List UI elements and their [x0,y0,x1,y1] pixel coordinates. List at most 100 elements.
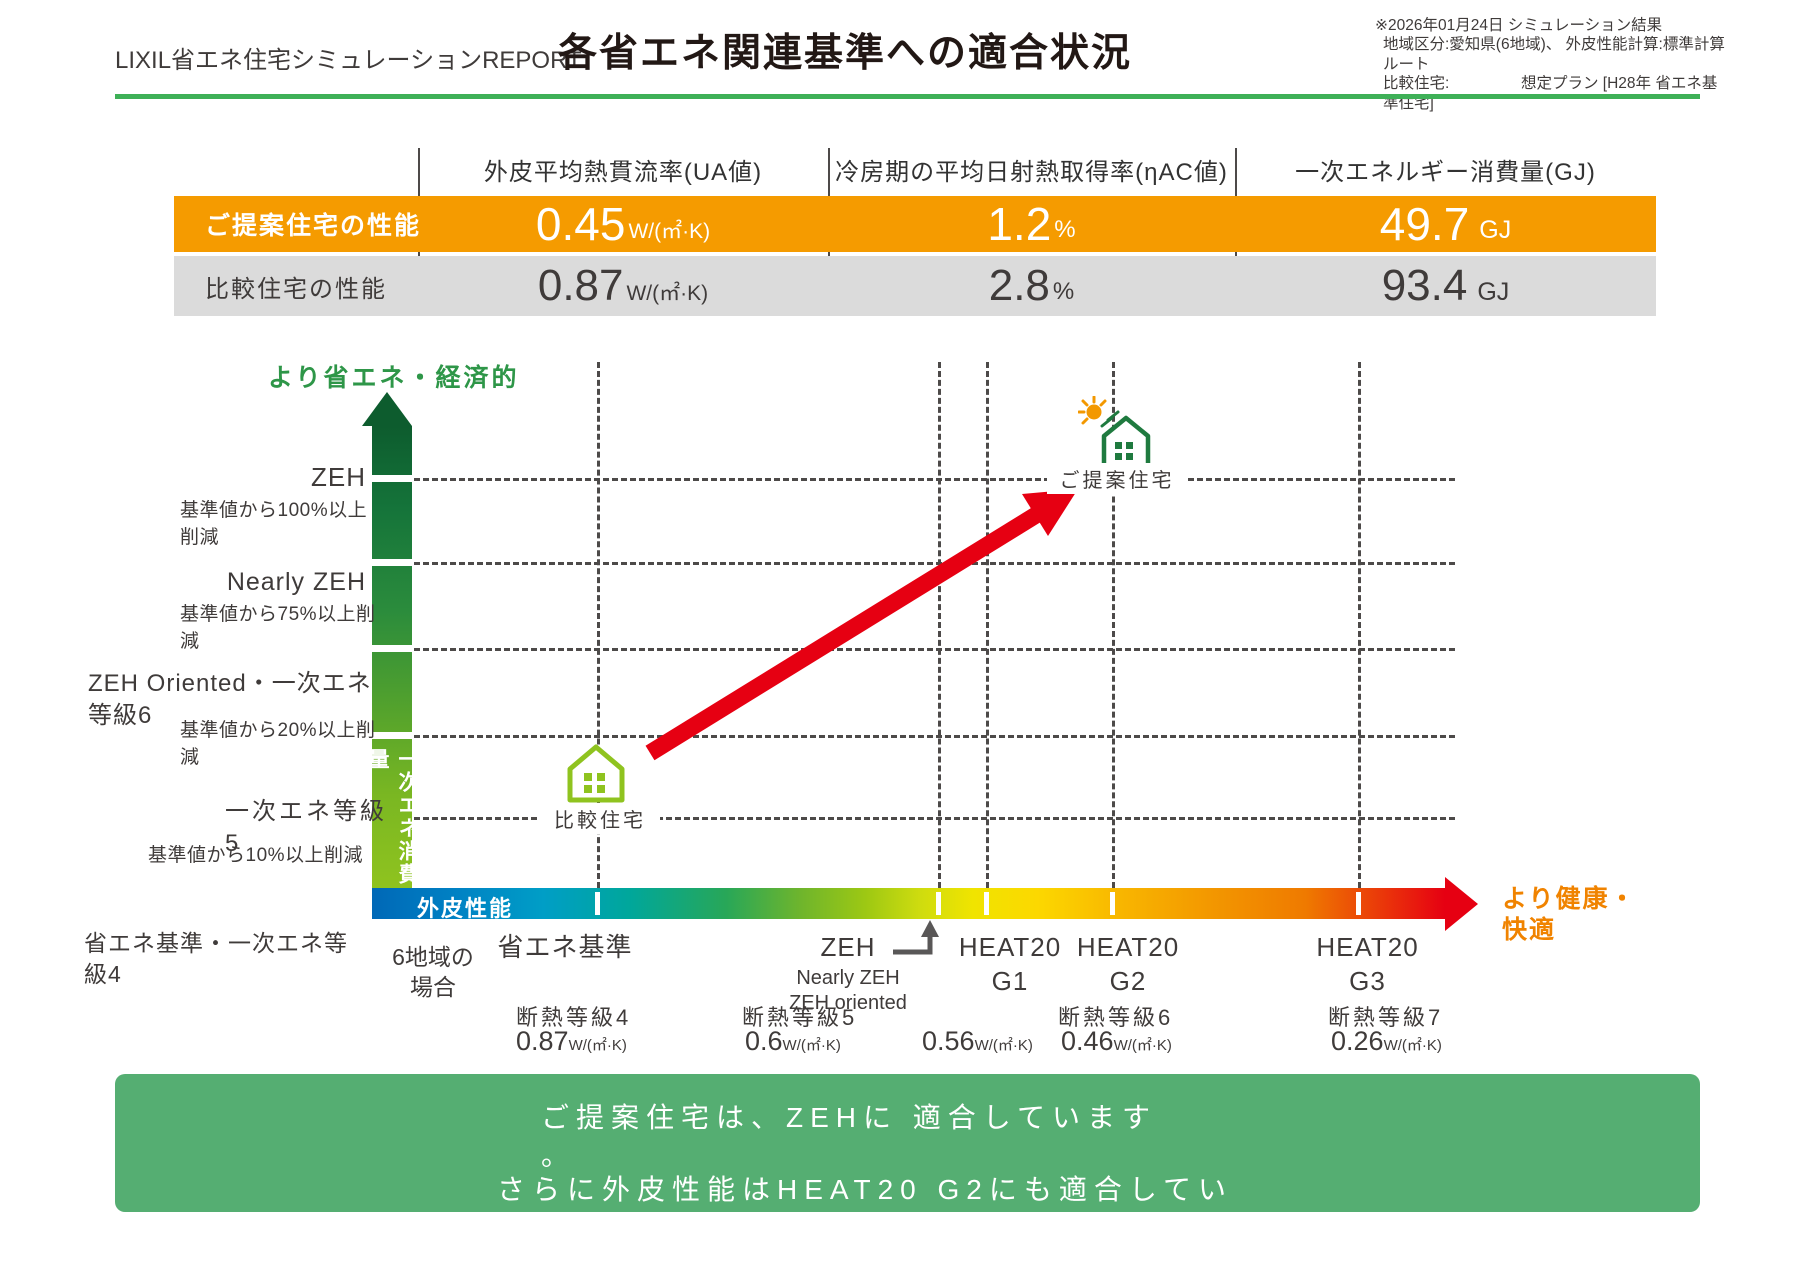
page-title: 各省エネ関連基準への適合状況 [558,32,1133,75]
banner-line-1: ご提案住宅は、ZEHに 適合しています [541,1102,1157,1133]
y-tick-grade6 [372,645,412,652]
ua-value-g3: 0.26W/(㎡·K) [1331,1026,1442,1057]
y-axis-gradient-bar [372,426,412,888]
heat20-label: HEAT20 [1316,932,1419,962]
insulation-grade-5: 断熱等級5 [742,1005,858,1030]
col-header-ua: 外皮平均熱貫流率(UA値) [483,159,763,186]
y-tick-zeh [372,475,412,482]
compare-house-info-label: 比較住宅: [1383,75,1450,93]
row-label: ご提案住宅の性能 [205,212,422,240]
ua-value: 0.45 [535,198,626,250]
y-level-zeh-oriented: ZEH Oriented・一次エネ等級6 [88,670,372,730]
y-level-nearly-zeh: Nearly ZEH [226,568,366,596]
x-tick-g1 [984,892,989,915]
energy-value: 49.7 [1379,198,1470,250]
table-row-comparison: 比較住宅の性能 0.87 W/(㎡·K) 2.8% 93.4 GJ [174,256,1656,316]
gridline-h-nearly-zeh [414,562,1455,565]
y-level-grade5: 一次エネ等級5 [225,798,387,858]
x-category-heat20-g3: HEAT20 G3 [1305,931,1430,999]
eta-unit: % [1052,278,1075,305]
banner-line-2: 。 [541,1140,577,1171]
gridline-h-grade6 [414,648,1455,651]
region-info: 地域区分:愛知県(6地域)、 外皮性能計算:標準計算ルート [1383,36,1725,73]
banner-line-4: ます [497,1204,567,1212]
comparison-house-label: 比較住宅 [540,803,660,834]
simulation-date-note: ※2026年01月24日 シミュレーション結果 [1375,17,1663,34]
ua-unit: W/(㎡·K) [628,220,711,243]
ua-number: 0.26 [1331,1026,1384,1056]
eta-value: 2.8 [988,261,1050,310]
ua-number: 0.6 [745,1026,783,1056]
eta-value: 1.2 [987,198,1052,250]
x-axis-bar-label: 外皮性能 [417,896,514,921]
ua-number: 0.46 [1061,1026,1114,1056]
g1-label: G1 [991,965,1029,996]
g2-label: G2 [1109,965,1147,996]
y-level-zeh: ZEH [311,462,366,492]
zeh-pointer-arrow-head [921,920,939,937]
gridline-h-zeh [414,478,1455,481]
house-sun-icon [1077,395,1151,471]
ua-value-cell: 0.87 W/(㎡·K) [418,256,828,316]
x-axis-direction-label: より健康・快適 [1502,885,1637,945]
ua-value-g1: 0.56W/(㎡·K) [922,1026,1033,1057]
report-label: LIXIL省エネ住宅シミュレーションREPORT [115,47,582,74]
comparison-house-icon [563,742,629,809]
energy-unit: GJ [1479,215,1512,244]
gridline-v-g1 [986,362,989,888]
gridline-v-g2 [1112,362,1115,888]
y-level-base: 省エネ基準・一次エネ等級4 [84,930,348,988]
energy-value-cell: 93.4 GJ [1235,256,1656,316]
ua-unit: W/(㎡·K) [1383,1037,1442,1054]
col-header-energy: 一次エネルギー消費量(GJ) [1295,159,1596,186]
x-category-zeh-alt: Nearly ZEH ZEH oriented [763,966,933,1016]
y-level-zeh-oriented-desc: 基準値から20%以上削減 [180,720,376,768]
x-category-heat20-g2: HEAT20 G2 [1068,931,1188,999]
gridline-v-shoene [597,362,600,888]
gridline-v-g3 [1358,362,1361,888]
compare-house-info: 比較住宅: 想定プラン [H28年 省エネ基準住宅] [1375,74,1727,113]
energy-value-cell: 49.7 GJ [1235,196,1656,252]
x-axis-arrow-head [1445,877,1478,931]
ua-unit: W/(㎡·K) [568,1037,627,1054]
ua-value-cell: 0.45 W/(㎡·K) [418,196,828,252]
ua-number: 0.56 [922,1026,975,1056]
eta-unit: % [1054,216,1076,243]
ua-unit: W/(㎡·K) [626,282,709,305]
x-tick-g2 [1110,892,1115,915]
ua-value: 0.87 [537,261,624,310]
house-icon [567,744,625,803]
result-banner: ご提案住宅は、ZEHに 適合しています 。 さらに外皮性能はHEAT20 G2に… [115,1074,1700,1212]
improvement-arrow-head [1022,489,1078,536]
header-divider [115,94,1700,99]
col-header-eta: 冷房期の平均日射熱取得率(ηAC値) [835,159,1228,186]
banner-line-3: さらに外皮性能はHEAT20 G2にも適合してい [497,1174,1234,1205]
y-axis-direction-label: より省エネ・経済的 [268,364,520,392]
gridline-h-base [414,817,1455,820]
region-case-note: 6地域の場合 [392,944,474,1000]
insulation-grade-6: 断熱等級6 [1058,1005,1174,1030]
g3-label: G3 [1349,965,1386,996]
ua-value-grade4: 0.87W/(㎡·K) [516,1026,627,1057]
energy-unit: GJ [1477,277,1510,306]
y-tick-nearly-zeh [372,559,412,566]
x-category-shoene: 省エネ基準 [497,932,633,962]
table-row-proposal: ご提案住宅の性能 0.45 W/(㎡·K) 1.2% 49.7 GJ [174,196,1656,252]
x-tick-shoene [595,892,600,915]
ua-unit: W/(㎡·K) [974,1037,1033,1054]
x-tick-zeh [936,892,941,915]
insulation-grade-7: 断熱等級7 [1328,1005,1444,1030]
nearly-zeh-label: Nearly ZEH [796,967,900,989]
row-label: 比較住宅の性能 [205,275,387,303]
y-tick-grade5 [372,732,412,739]
eta-value-cell: 1.2% [828,196,1235,252]
y-level-nearly-zeh-desc: 基準値から75%以上削減 [180,604,376,652]
ua-unit: W/(㎡·K) [1113,1037,1172,1054]
x-category-zeh: ZEH [820,932,876,962]
simulation-meta: ※2026年01月24日 シミュレーション結果 地域区分:愛知県(6地域)、 外… [1375,16,1727,113]
x-category-heat20-g1: HEAT20 G1 [950,931,1070,999]
y-level-grade5-desc: 基準値から10%以上削減 [148,845,364,866]
heat20-label: HEAT20 [958,932,1062,962]
y-axis-bar-label: 一次エネ消費量 [366,748,419,886]
